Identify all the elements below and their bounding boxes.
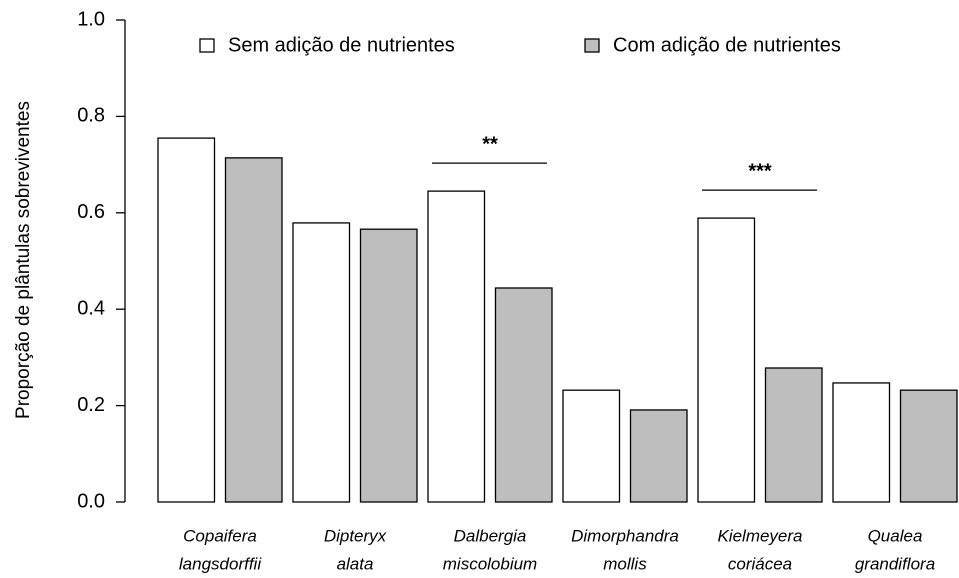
bar (292, 222, 351, 503)
x-tick-label: Dimorphandra (571, 526, 679, 545)
bar (359, 228, 418, 503)
x-tick-label: Dalbergia (454, 526, 527, 545)
bar (697, 217, 756, 503)
legend-label: Sem adição de nutrientes (228, 34, 455, 56)
x-tick-label: coriácea (728, 554, 792, 573)
y-tick-label: 0.8 (77, 105, 105, 127)
bar (832, 382, 891, 503)
x-tick-label: alata (337, 554, 374, 573)
x-tick-label: mollis (603, 554, 647, 573)
y-tick-label: 0.4 (77, 297, 105, 319)
x-tick-label: miscolobium (443, 554, 537, 573)
x-tick-label: Copaifera (183, 526, 257, 545)
bar (427, 190, 486, 503)
significance-label: *** (748, 160, 772, 182)
bar (494, 287, 553, 503)
x-tick-label: Kielmeyera (717, 526, 802, 545)
bar (157, 137, 216, 503)
y-axis-label: Proporção de plântulas sobreviventes (13, 101, 34, 419)
x-tick-label: grandiflora (855, 554, 935, 573)
x-tick-label: Qualea (868, 526, 923, 545)
bar (629, 409, 688, 503)
significance-label: ** (482, 133, 498, 155)
y-tick-label: 0.6 (77, 201, 105, 223)
bar (764, 367, 823, 503)
legend-swatch (584, 38, 600, 53)
legend-swatch (199, 38, 215, 53)
bar (899, 389, 958, 503)
bar (224, 157, 283, 503)
legend-label: Com adição de nutrientes (613, 34, 841, 56)
y-tick-label: 1.0 (77, 8, 105, 30)
bar (562, 389, 621, 503)
x-tick-label: langsdorffii (179, 554, 262, 573)
y-tick-label: 0.2 (77, 394, 105, 416)
y-tick-label: 0.0 (77, 490, 105, 512)
x-tick-label: Dipteryx (324, 526, 387, 545)
